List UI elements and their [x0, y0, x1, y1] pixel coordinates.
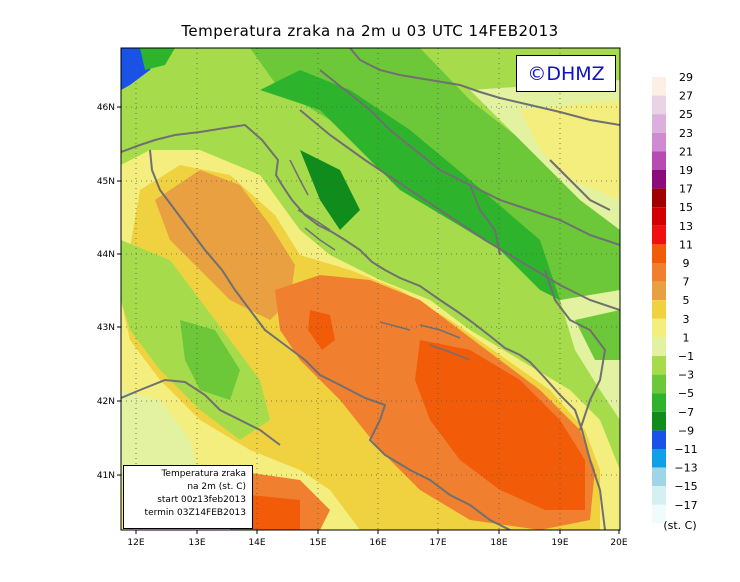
- colorbar-label: 21: [679, 145, 693, 158]
- colorbar-label: 23: [679, 127, 693, 140]
- colorbar-label: 5: [683, 294, 690, 307]
- colorbar-swatch: [652, 263, 666, 282]
- colorbar-label: −17: [674, 499, 697, 512]
- colorbar-swatch: [652, 504, 666, 524]
- colorbar-label: 7: [683, 276, 690, 289]
- colorbar-swatch: [652, 337, 666, 356]
- colorbar-label: 17: [679, 183, 693, 196]
- colorbar-label: 13: [679, 220, 693, 233]
- colorbar-label: −15: [674, 480, 697, 493]
- lat-label: 44N: [97, 250, 115, 260]
- colorbar-swatch: [652, 188, 666, 208]
- colorbar-swatch: [652, 95, 666, 115]
- colorbar-swatch: [652, 449, 666, 468]
- colorbar-swatch: [652, 151, 666, 170]
- colorbar-label: −11: [674, 443, 697, 456]
- lat-labels: 46N 45N 44N 43N 42N 41N: [97, 103, 115, 481]
- lon-label: 16E: [369, 538, 386, 548]
- lat-tick-marks: [117, 106, 121, 476]
- grid-lines: [121, 48, 620, 530]
- colorbar-label: 15: [679, 201, 693, 214]
- colorbar: 29 27 25 23 21 19 17 15 13 11 9 7 5 3 1 −1 −3 −5 −7 −9 −11 −1…: [652, 71, 698, 524]
- lon-label: 20E: [610, 538, 627, 548]
- colorbar-label: 11: [679, 238, 693, 251]
- colorbar-label: 9: [683, 257, 690, 270]
- colorbar-label: −9: [678, 424, 694, 437]
- lon-label: 14E: [248, 538, 265, 548]
- colorbar-label: −1: [678, 350, 694, 363]
- info-box: Temperatura zraka na 2m (st. C) start 00…: [123, 465, 253, 529]
- map-frame: [120, 47, 621, 531]
- lon-label: 13E: [188, 538, 205, 548]
- colorbar-swatch: [652, 114, 666, 133]
- colorbar-swatch: [652, 411, 666, 431]
- colorbar-swatch: [652, 207, 666, 226]
- colorbar-label: 27: [679, 90, 693, 103]
- colorbar-swatch: [652, 356, 666, 375]
- coastline: [121, 48, 620, 530]
- colorbar-label: 19: [679, 164, 693, 177]
- lat-label: 41N: [97, 471, 115, 481]
- map-field: [121, 48, 620, 530]
- lat-label: 45N: [97, 177, 115, 187]
- lat-label: 46N: [97, 103, 115, 113]
- info-line-2: na 2m (st. C): [187, 482, 246, 492]
- colorbar-swatch: [652, 170, 666, 189]
- lon-label: 17E: [429, 538, 446, 548]
- dhmz-logo: ©DHMZ: [516, 55, 616, 92]
- lon-label: 19E: [551, 538, 568, 548]
- colorbar-label: −13: [674, 462, 697, 475]
- lat-label: 43N: [97, 323, 115, 333]
- lon-label: 15E: [309, 538, 326, 548]
- info-line-4: termin 03Z14FEB2013: [144, 508, 246, 518]
- lon-labels: 12E 13E 14E 15E 16E 17E 18E 19E 20E: [127, 538, 627, 548]
- colorbar-label: 1: [683, 331, 690, 344]
- colorbar-label: −7: [678, 406, 694, 419]
- map-title: Temperatura zraka na 2m u 03 UTC 14FEB20…: [181, 22, 559, 40]
- colorbar-label: −5: [678, 387, 694, 400]
- colorbar-swatch: [652, 393, 666, 412]
- info-line-3: start 00z13feb2013: [157, 495, 246, 505]
- info-line-1: Temperatura zraka: [161, 469, 246, 479]
- colorbar-swatch: [652, 300, 666, 319]
- lon-label: 12E: [127, 538, 144, 548]
- colorbar-swatch: [652, 318, 666, 338]
- lon-tick-marks: [135, 530, 620, 534]
- colorbar-label: 3: [683, 313, 690, 326]
- colorbar-swatch: [652, 132, 666, 152]
- colorbar-swatch: [652, 374, 666, 394]
- colorbar-unit: (st. C): [663, 519, 696, 532]
- lat-label: 42N: [97, 397, 115, 407]
- colorbar-swatch: [652, 244, 666, 263]
- colorbar-swatch: [652, 281, 666, 301]
- colorbar-swatch: [652, 467, 666, 487]
- colorbar-label: −3: [678, 369, 694, 382]
- colorbar-swatch: [652, 486, 666, 505]
- colorbar-label: 25: [679, 108, 693, 121]
- colorbar-label: 29: [679, 71, 693, 84]
- islands: [289, 159, 471, 361]
- lon-label: 18E: [490, 538, 507, 548]
- colorbar-swatch: [652, 225, 666, 245]
- colorbar-swatch: [652, 430, 666, 449]
- colorbar-swatch: [652, 77, 666, 96]
